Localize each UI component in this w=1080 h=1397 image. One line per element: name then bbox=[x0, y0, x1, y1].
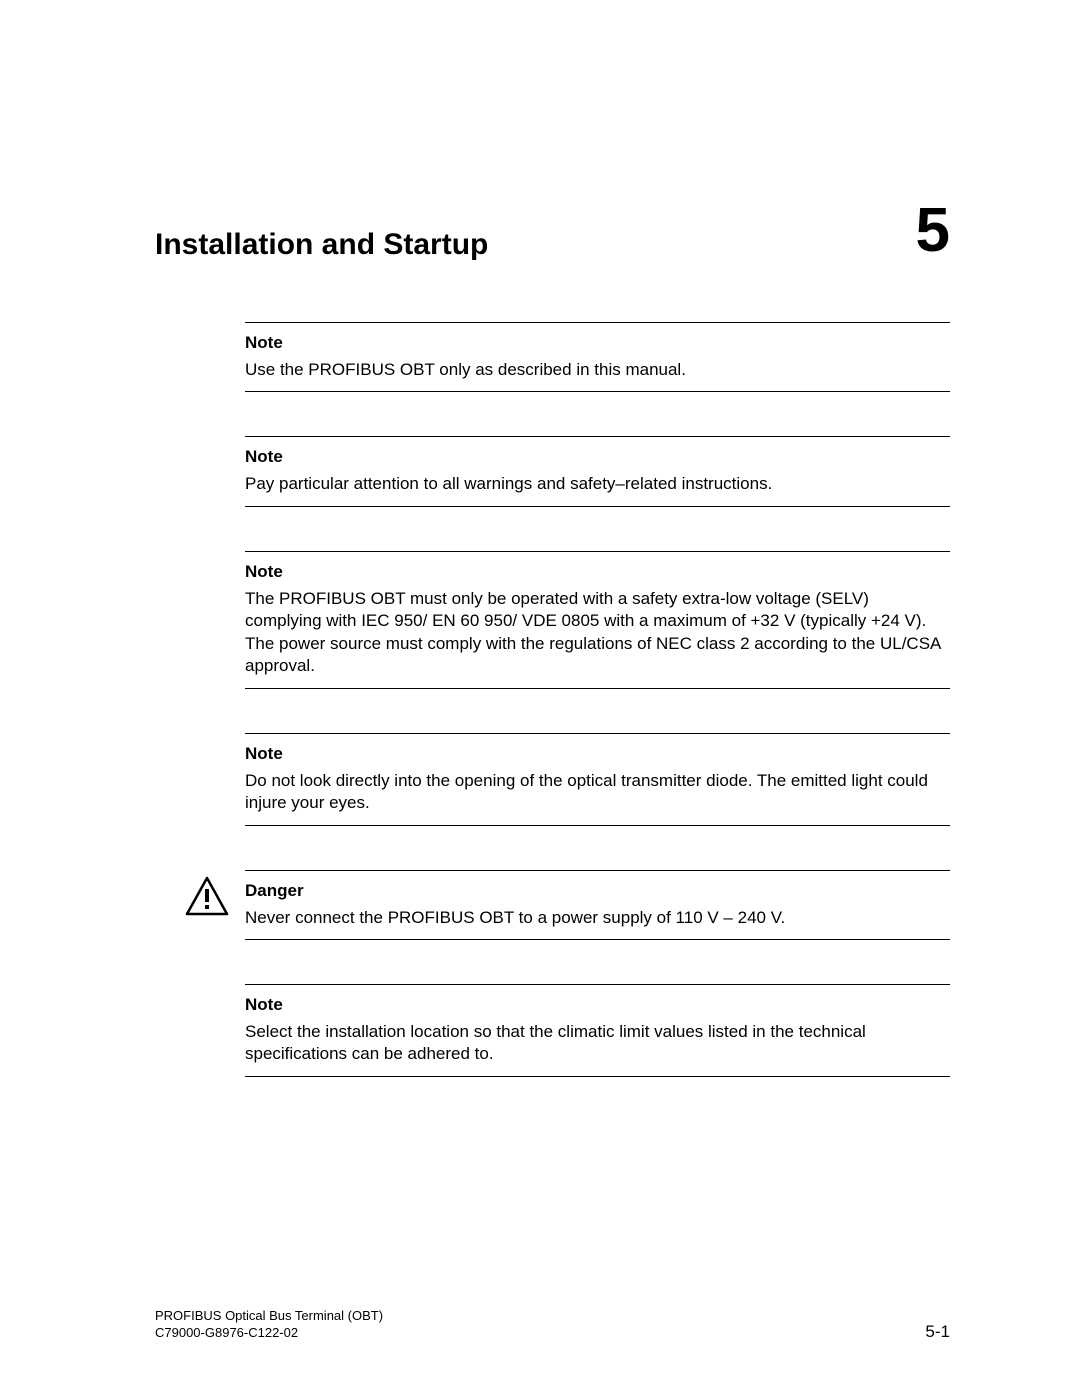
warning-triangle-icon bbox=[185, 876, 229, 916]
rule bbox=[245, 322, 950, 323]
rule bbox=[245, 984, 950, 985]
rule bbox=[245, 939, 950, 940]
note-label: Note bbox=[245, 744, 950, 764]
rule bbox=[245, 391, 950, 392]
note-text: Use the PROFIBUS OBT only as described i… bbox=[245, 359, 950, 381]
rule bbox=[245, 1076, 950, 1077]
footer-docnum: C79000-G8976-C122-02 bbox=[155, 1325, 383, 1342]
footer-left: PROFIBUS Optical Bus Terminal (OBT) C790… bbox=[155, 1308, 383, 1342]
danger-icon-wrap bbox=[185, 870, 245, 921]
danger-label: Danger bbox=[245, 881, 950, 901]
note-text: The PROFIBUS OBT must only be operated w… bbox=[245, 588, 950, 678]
rule bbox=[245, 551, 950, 552]
rule bbox=[245, 825, 950, 826]
note-label: Note bbox=[245, 995, 950, 1015]
note-text: Select the installation location so that… bbox=[245, 1021, 950, 1066]
note-block: Note Select the installation location so… bbox=[245, 984, 950, 1077]
note-label: Note bbox=[245, 447, 950, 467]
note-block: Note Pay particular attention to all war… bbox=[245, 436, 950, 506]
note-block: Note The PROFIBUS OBT must only be opera… bbox=[245, 551, 950, 689]
page-number: 5-1 bbox=[925, 1322, 950, 1342]
note-text: Pay particular attention to all warnings… bbox=[245, 473, 950, 495]
note-block: Note Do not look directly into the openi… bbox=[245, 733, 950, 826]
note-text: Do not look directly into the opening of… bbox=[245, 770, 950, 815]
rule bbox=[245, 688, 950, 689]
rule bbox=[245, 870, 950, 871]
chapter-title: Installation and Startup bbox=[155, 228, 488, 262]
page: Installation and Startup 5 Note Use the … bbox=[0, 0, 1080, 1397]
footer-product: PROFIBUS Optical Bus Terminal (OBT) bbox=[155, 1308, 383, 1325]
note-label: Note bbox=[245, 562, 950, 582]
rule bbox=[245, 436, 950, 437]
rule bbox=[245, 733, 950, 734]
note-block: Note Use the PROFIBUS OBT only as descri… bbox=[245, 322, 950, 392]
danger-text: Never connect the PROFIBUS OBT to a powe… bbox=[245, 907, 950, 929]
chapter-number: 5 bbox=[916, 200, 950, 262]
chapter-header: Installation and Startup 5 bbox=[155, 200, 950, 262]
note-label: Note bbox=[245, 333, 950, 353]
footer: PROFIBUS Optical Bus Terminal (OBT) C790… bbox=[155, 1308, 950, 1342]
rule bbox=[245, 506, 950, 507]
danger-block: Danger Never connect the PROFIBUS OBT to… bbox=[185, 870, 950, 940]
danger-content: Danger Never connect the PROFIBUS OBT to… bbox=[245, 870, 950, 940]
